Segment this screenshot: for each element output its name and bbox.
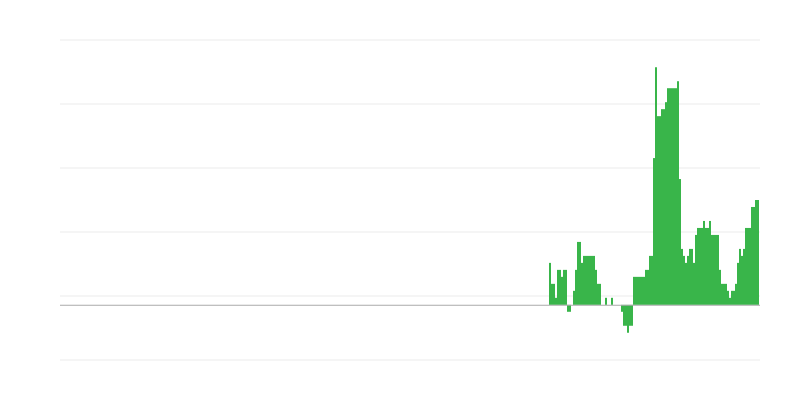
bar — [699, 227, 701, 305]
bar — [551, 283, 553, 305]
bar — [757, 200, 759, 305]
bar — [697, 227, 699, 305]
bar — [729, 297, 731, 305]
bar — [679, 179, 681, 305]
bar — [575, 269, 577, 305]
bar — [649, 255, 651, 305]
bar — [581, 262, 583, 305]
bar — [749, 227, 751, 305]
bar — [645, 269, 647, 305]
bar — [655, 67, 657, 305]
bar — [735, 283, 737, 305]
bar — [653, 158, 655, 305]
bar — [597, 283, 599, 305]
bar — [647, 269, 649, 305]
bar — [727, 290, 729, 305]
bar — [565, 269, 567, 305]
bar — [711, 234, 713, 305]
bar — [705, 227, 707, 305]
bar — [643, 276, 645, 305]
bar — [683, 255, 685, 305]
bar — [691, 248, 693, 305]
bar — [739, 248, 741, 305]
bar — [663, 109, 665, 305]
bar — [753, 206, 755, 305]
bar — [553, 283, 555, 305]
bar — [689, 248, 691, 305]
bar — [599, 283, 601, 305]
bar — [733, 290, 735, 305]
bar — [667, 88, 669, 305]
bar — [555, 297, 557, 305]
bar — [695, 234, 697, 305]
bar — [755, 200, 757, 305]
bar — [707, 227, 709, 305]
bar — [631, 304, 633, 326]
bars — [549, 67, 759, 333]
bar — [579, 241, 581, 305]
bar — [657, 116, 659, 305]
bar — [737, 262, 739, 305]
bar — [595, 269, 597, 305]
bar — [561, 276, 563, 305]
bar — [593, 255, 595, 305]
bar — [569, 304, 571, 312]
bar — [611, 297, 613, 305]
bar — [743, 248, 745, 305]
bar — [713, 234, 715, 305]
bar — [701, 227, 703, 305]
bar — [641, 276, 643, 305]
bar — [623, 304, 625, 326]
bar — [745, 227, 747, 305]
bar — [719, 269, 721, 305]
bar — [621, 304, 623, 312]
bar — [573, 290, 575, 305]
bar — [583, 255, 585, 305]
bar — [721, 283, 723, 305]
bar — [627, 304, 629, 333]
bar — [629, 304, 631, 326]
bar — [589, 255, 591, 305]
bar — [661, 109, 663, 305]
bar — [665, 102, 667, 305]
bar — [747, 227, 749, 305]
bar — [635, 276, 637, 305]
bar — [577, 241, 579, 305]
bar — [559, 269, 561, 305]
bar — [703, 220, 705, 305]
bar — [725, 283, 727, 305]
bar — [675, 88, 677, 305]
bar — [723, 283, 725, 305]
bar — [587, 255, 589, 305]
bar — [677, 81, 679, 305]
bar — [625, 304, 627, 326]
bar — [731, 290, 733, 305]
bar — [563, 269, 565, 305]
bar — [709, 220, 711, 305]
bar — [549, 262, 551, 305]
bar — [669, 88, 671, 305]
bar — [715, 234, 717, 305]
gridlines — [60, 39, 760, 361]
bar — [591, 255, 593, 305]
bar — [673, 88, 675, 305]
bar — [659, 116, 661, 305]
bar — [741, 255, 743, 305]
bar — [671, 88, 673, 305]
bar — [751, 206, 753, 305]
bar — [567, 304, 569, 312]
bar — [693, 262, 695, 305]
bar — [717, 234, 719, 305]
bar — [639, 276, 641, 305]
bar — [681, 248, 683, 305]
bar — [557, 269, 559, 305]
bar — [605, 297, 607, 305]
bar — [687, 255, 689, 305]
bar — [637, 276, 639, 305]
bar — [651, 255, 653, 305]
bar — [585, 255, 587, 305]
bar — [633, 276, 635, 305]
bar — [685, 262, 687, 305]
